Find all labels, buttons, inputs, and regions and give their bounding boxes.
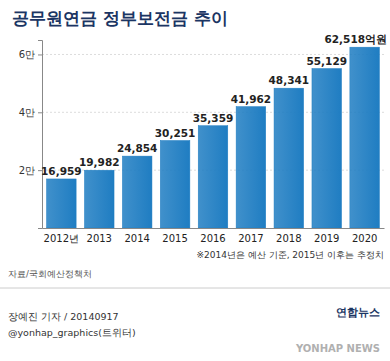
bar <box>122 156 152 228</box>
x-tick-label: 2020 <box>352 233 377 244</box>
x-tick-label: 2018 <box>276 233 301 244</box>
x-tick-label: 2013 <box>87 233 112 244</box>
data-label: 16,959 <box>41 165 82 177</box>
x-tick-label: 2016 <box>200 233 225 244</box>
y-tick-label: 2만 <box>19 165 35 176</box>
y-tick-label: 6만 <box>19 49 35 60</box>
y-tick: 4만 <box>19 107 42 118</box>
annotation: 장예진 기자 / 20140917 <box>8 311 119 322</box>
data-label: 48,341 <box>269 74 310 86</box>
y-axis-line <box>38 41 43 229</box>
x-tick-label: 2015 <box>162 233 187 244</box>
x-tick: 2020 <box>352 228 377 244</box>
annotation: @yonhap_graphics(트위터) <box>8 327 136 338</box>
data-labels: 16,95919,982 24,854 30,251 35,359 41,962 48,3… <box>41 33 387 177</box>
annotation: ※2014년은 예산 기준, 2015년 이후는 추정치 <box>196 250 384 260</box>
x-tick-label: 2014 <box>124 233 149 244</box>
chart: 공무원연금 정부보전금 추이2만4만6만2012년201320142015201… <box>0 0 390 361</box>
x-tick: 2014 <box>124 228 149 244</box>
x-tick: 2012년 <box>44 228 79 244</box>
data-label: 30,251 <box>155 127 196 139</box>
y-tick-label: 4만 <box>19 107 35 118</box>
data-label: 24,854 <box>117 142 158 154</box>
x-axis-line <box>43 228 385 229</box>
y-axis: 2만 4만 6만 <box>19 41 43 229</box>
bar <box>350 47 380 228</box>
x-tick: 2018 <box>276 228 301 244</box>
bar <box>160 141 190 228</box>
title: 공무원연금 정부보전금 추이 <box>12 8 228 28</box>
data-label: 55,129 <box>306 55 347 67</box>
x-tick-label: 2019 <box>314 233 339 244</box>
x-tick: 2013 <box>87 228 112 244</box>
annotation: 연합뉴스 <box>336 306 380 319</box>
data-label: 35,359 <box>193 112 234 124</box>
x-tick: 2016 <box>200 228 225 244</box>
annotation: 자료/국회예산정책처 <box>8 269 92 279</box>
x-tick-label: 2012년 <box>44 233 79 244</box>
y-tick: 6만 <box>19 49 42 60</box>
y-tick: 2만 <box>19 165 42 176</box>
data-label: 62,518억원 <box>324 33 387 45</box>
background <box>0 0 390 361</box>
bar <box>198 126 228 228</box>
y-tick-mark <box>38 54 42 55</box>
data-label: 19,982 <box>79 156 120 168</box>
separator <box>0 288 390 289</box>
bar <box>274 88 304 228</box>
x-tick: 2015 <box>162 228 187 244</box>
x-tick: 2017 <box>238 228 263 244</box>
data-label: 41,962 <box>231 93 272 105</box>
annotation: YONHAP NEWS <box>295 343 380 354</box>
x-axis: 2012년 2013 2014 2015 2016 2017 2018 2019 2020 <box>43 228 385 244</box>
bar <box>312 69 342 228</box>
x-tick-label: 2017 <box>238 233 263 244</box>
x-tick: 2019 <box>314 228 339 244</box>
bar <box>47 179 77 228</box>
bar <box>84 170 114 228</box>
bar <box>236 107 266 228</box>
annotations: ※2014년은 예산 기준, 2015년 이후는 추정치자료/국회예산정책처장예… <box>0 250 390 354</box>
bars <box>47 47 380 228</box>
y-tick-mark <box>38 112 42 113</box>
